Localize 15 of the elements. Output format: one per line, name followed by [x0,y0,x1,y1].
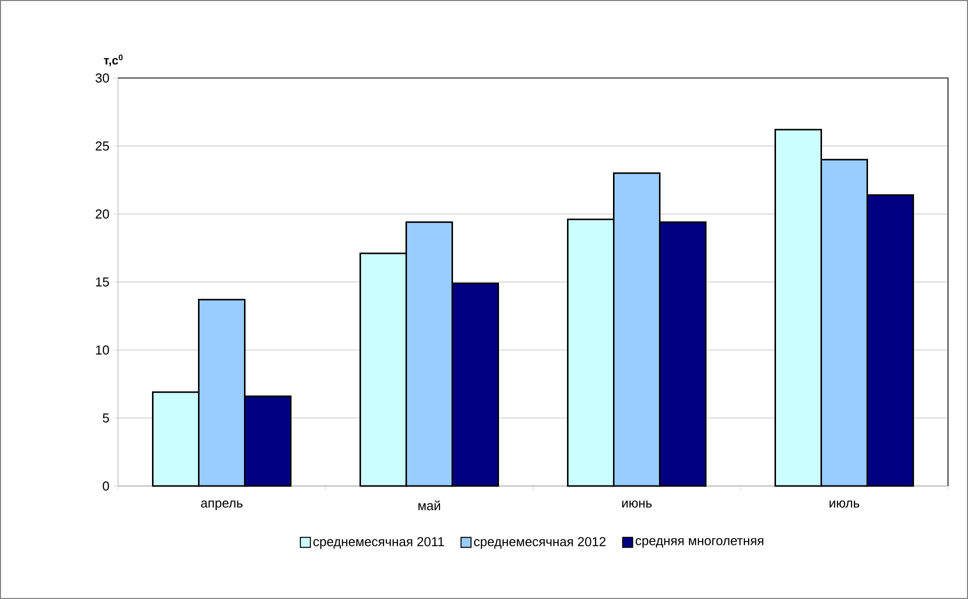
legend-label: среднемесячная 2011 [313,537,444,549]
y-tick-label: 25 [96,141,109,151]
y-tick-label: 15 [96,277,109,286]
y-tick-label: 20 [96,209,109,219]
y-tick-label: 5 [102,413,109,422]
legend-label: среднемесячная 2012 [474,537,606,549]
x-tick-label: май [418,500,440,510]
x-tick-label: июнь [622,500,652,508]
x-tick-label: июль [830,500,860,508]
y-tick-label: 30 [96,73,109,83]
x-tick-label: апрель [201,500,242,510]
y-tick-label: 10 [96,345,109,355]
y-tick-label: 0 [102,481,109,491]
text: т,с$^{0}$ [104,54,123,66]
legend-label: средняя многолетняя [636,538,764,548]
